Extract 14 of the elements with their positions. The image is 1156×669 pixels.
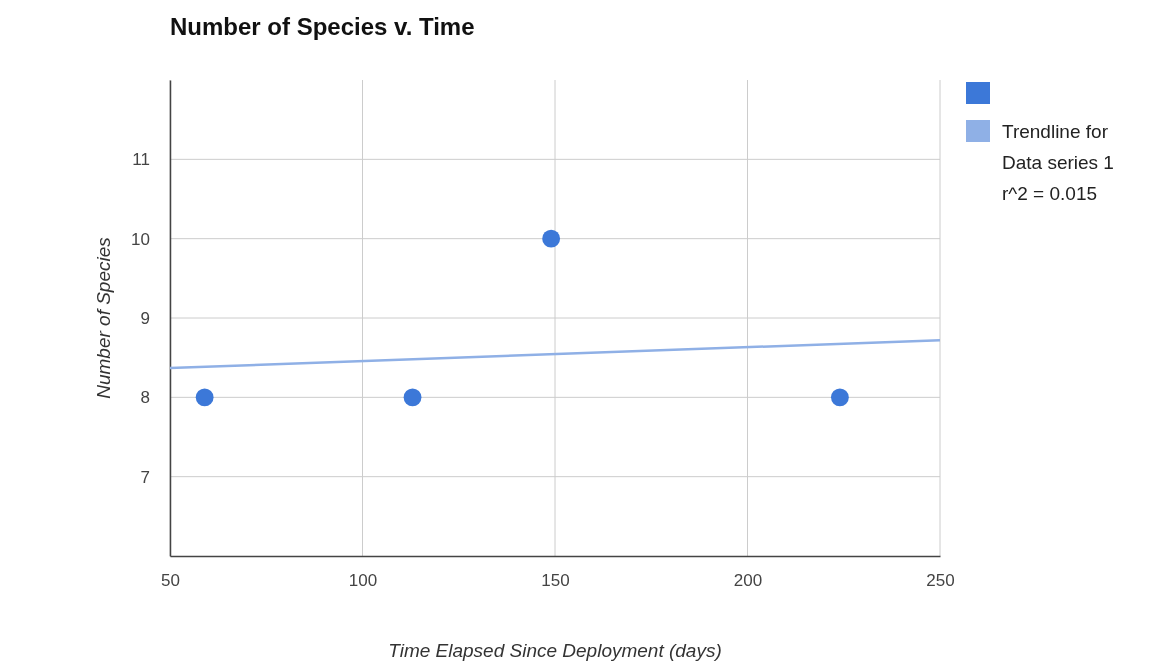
x-tick-label: 50 [161,571,180,591]
y-tick-label: 7 [140,467,150,487]
y-tick-label: 9 [140,308,150,328]
x-axis-title: Time Elapsed Since Deployment (days) [388,640,722,661]
y-tick-label: 11 [132,150,150,170]
x-tick-label: 200 [733,571,763,591]
x-tick-label: 100 [348,571,378,591]
legend-label: Trendline for Data series 1 r^2 = 0.015 [1002,121,1114,204]
x-tick-label: 150 [541,571,570,591]
y-tick-label: 10 [131,229,150,249]
y-tick-label: 8 [140,388,150,408]
chart-title: Number of Species v. Time [170,13,475,40]
y-axis-title: Number of Species [93,236,114,399]
x-tick-label: 250 [926,571,955,591]
